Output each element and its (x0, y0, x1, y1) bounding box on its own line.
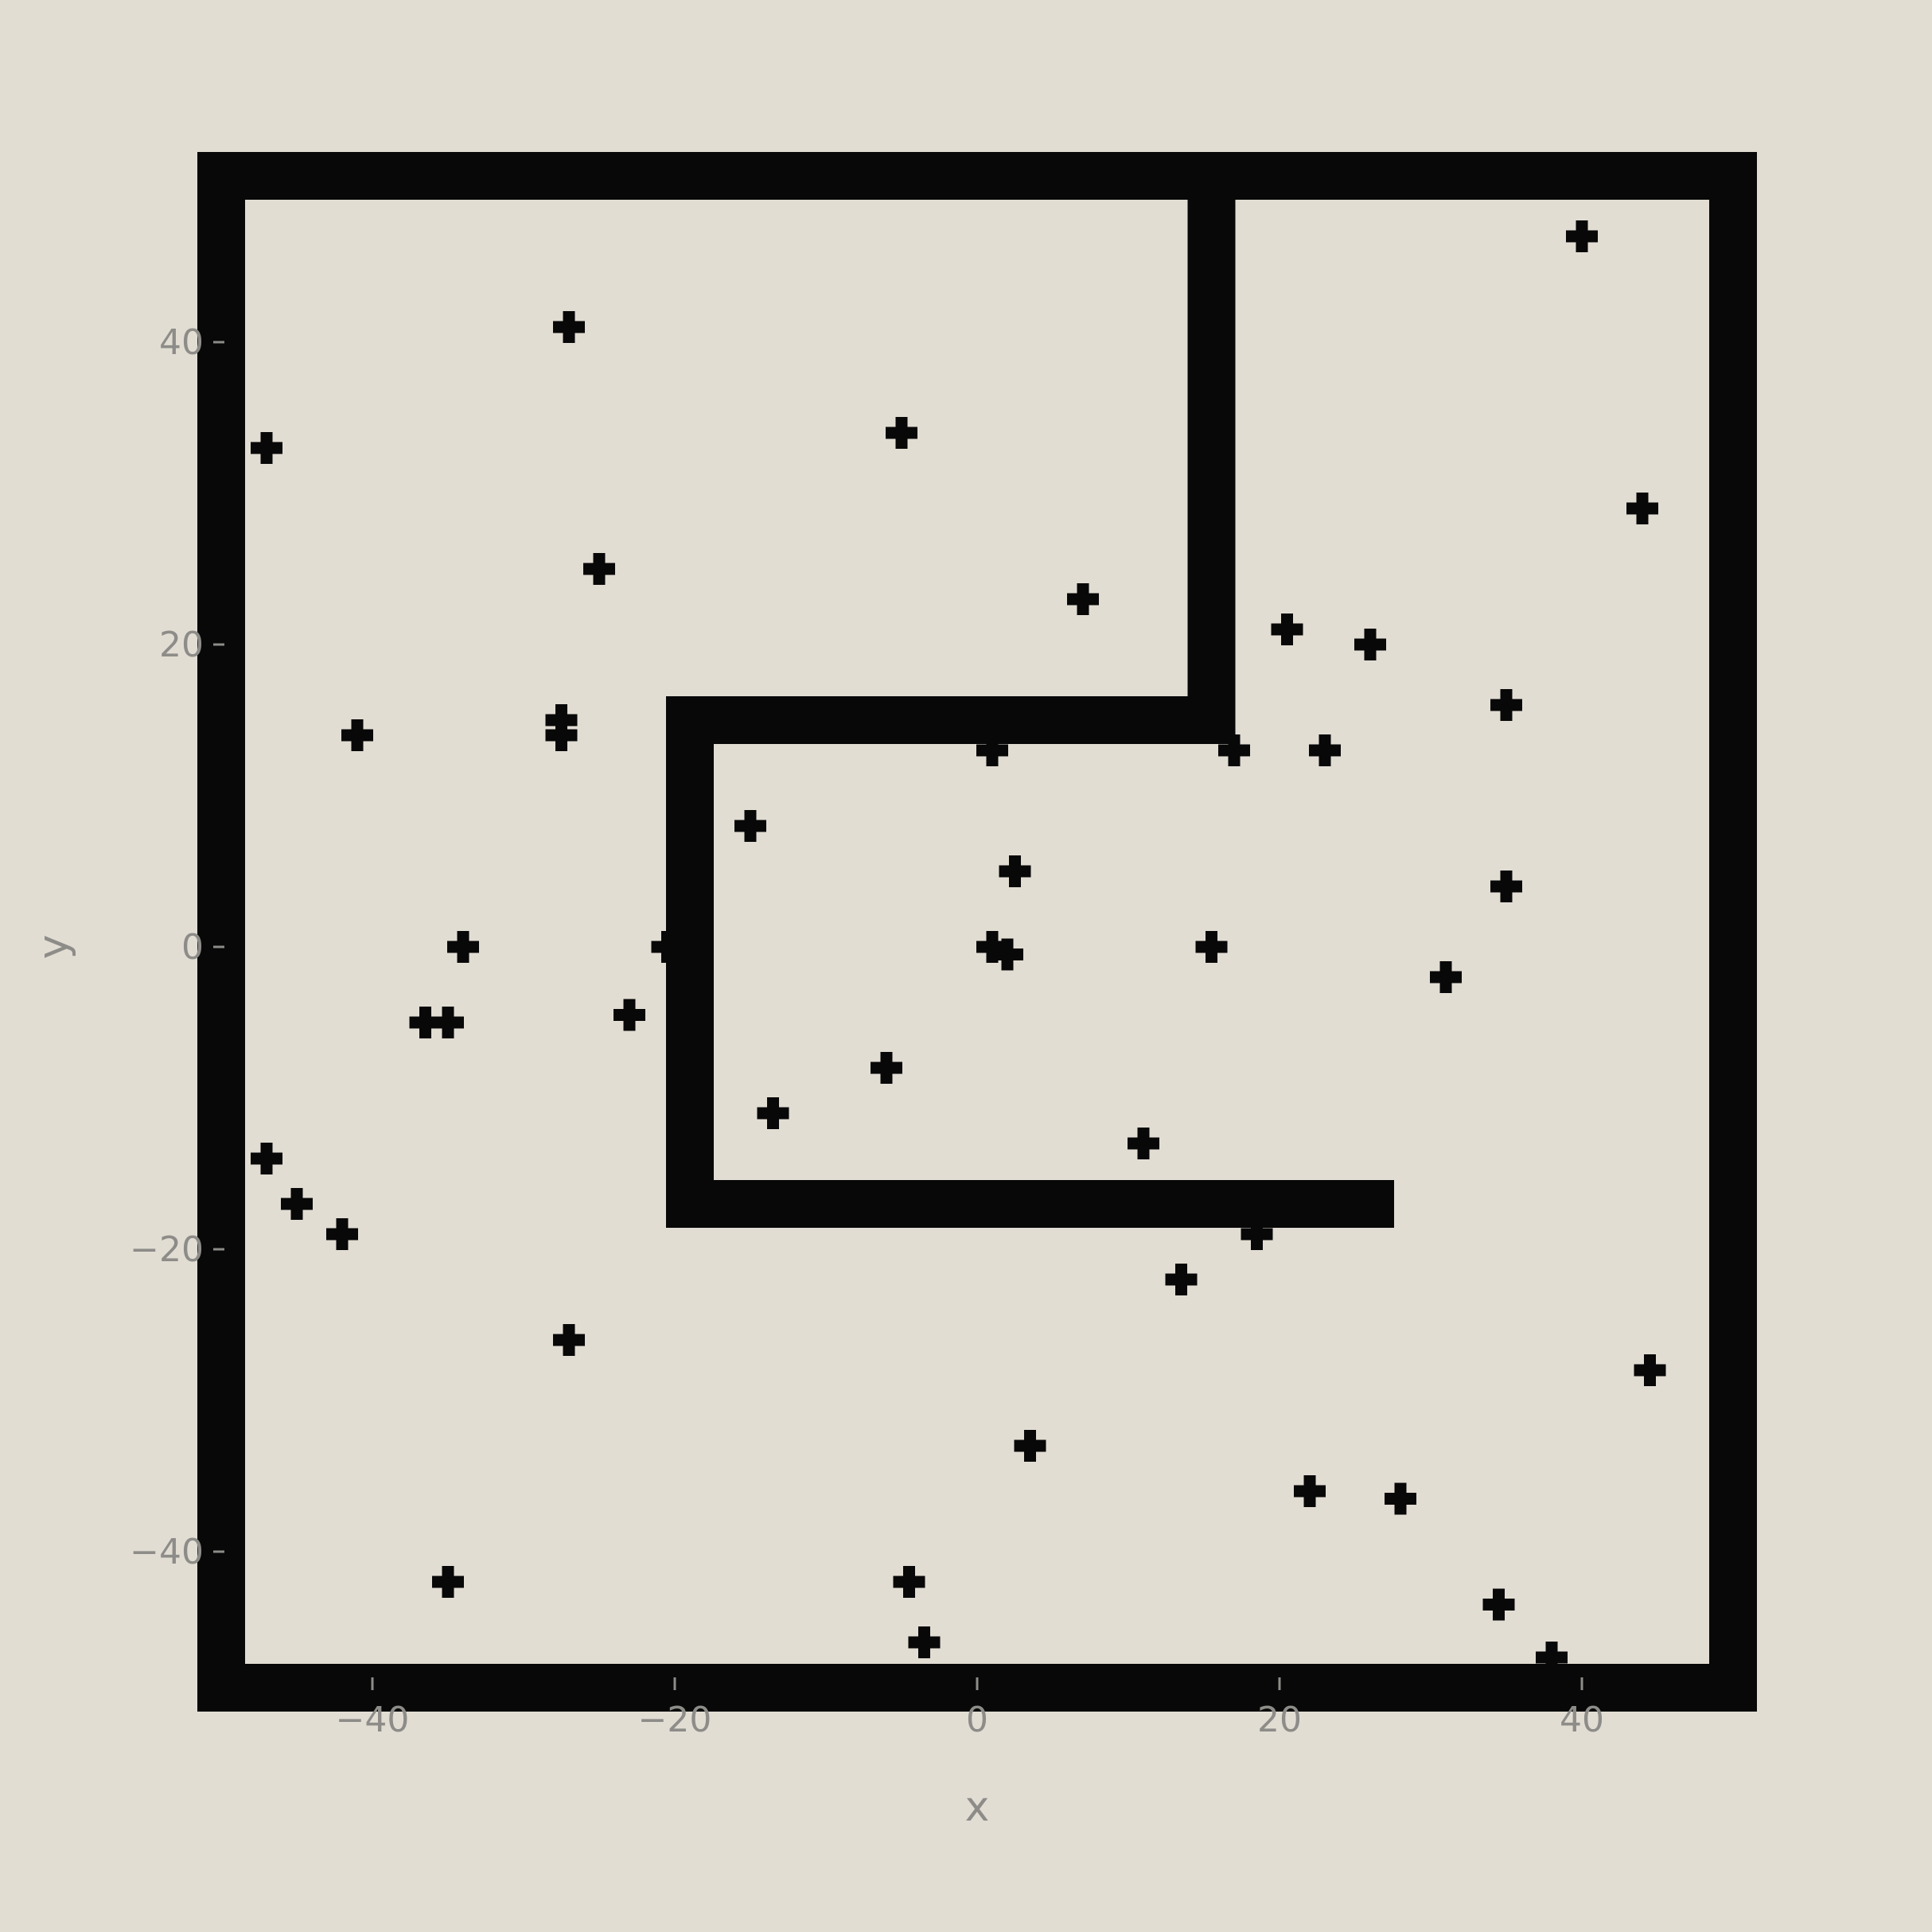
data-point (583, 553, 615, 585)
data-point (432, 1566, 464, 1598)
data-point (1385, 1482, 1416, 1515)
data-point (1195, 931, 1228, 963)
data-points (251, 220, 1666, 1673)
y-axis: −40 −20 0 20 40 (130, 322, 224, 1572)
data-point (341, 719, 373, 751)
data-point (545, 719, 578, 751)
data-point (1271, 613, 1303, 645)
data-point (908, 1626, 941, 1658)
data-point (553, 311, 585, 343)
data-point (447, 931, 479, 963)
data-point (1482, 1588, 1515, 1621)
outer-boundary-segment (197, 152, 245, 1712)
data-point (1014, 1430, 1046, 1462)
data-point (886, 417, 917, 449)
x-axis: −40 −20 0 20 40 (336, 1677, 1604, 1740)
data-point (1218, 734, 1250, 766)
x-axis-label: x (965, 1783, 990, 1831)
data-point (734, 810, 766, 842)
inner-wall-segment (666, 696, 1236, 744)
y-tick-label: 0 (181, 927, 204, 968)
data-point (1067, 583, 1099, 615)
data-point (1294, 1475, 1326, 1507)
y-tick-label: −20 (130, 1229, 204, 1270)
data-point (651, 931, 684, 963)
walls-layer (197, 152, 1757, 1712)
outer-boundary-segment (197, 152, 1757, 200)
data-point (1490, 871, 1522, 902)
inner-wall-segment (1187, 182, 1236, 744)
data-point (1626, 493, 1658, 524)
x-tick-label: −20 (638, 1700, 712, 1740)
data-point (757, 1097, 789, 1129)
y-tick-label: −40 (130, 1532, 204, 1572)
x-tick-label: 20 (1257, 1700, 1302, 1740)
data-point (1354, 629, 1386, 660)
inner-wall-segment (666, 1180, 1394, 1228)
x-tick-label: 0 (966, 1700, 988, 1740)
data-point (1309, 734, 1341, 766)
x-tick-label: 40 (1560, 1700, 1604, 1740)
y-axis-label: y (29, 935, 77, 960)
data-point (1634, 1354, 1666, 1386)
data-point (1241, 1218, 1273, 1250)
inner-wall-segment (666, 696, 714, 1228)
y-tick-label: 40 (159, 322, 204, 363)
data-point (1566, 220, 1598, 252)
data-point (251, 432, 282, 464)
data-point (991, 938, 1023, 971)
data-point (1430, 961, 1462, 993)
data-point (1165, 1264, 1198, 1295)
y-tick-label: 20 (159, 625, 204, 665)
data-point (1128, 1128, 1159, 1159)
data-point (893, 1566, 925, 1598)
data-point (251, 1143, 282, 1174)
data-point (1490, 689, 1522, 721)
data-point (1536, 1642, 1568, 1673)
data-point (326, 1218, 358, 1250)
x-tick-label: −40 (336, 1700, 410, 1740)
data-point (432, 1007, 464, 1038)
data-point (999, 855, 1031, 887)
data-point (281, 1188, 313, 1220)
data-point (553, 1324, 585, 1356)
data-point (871, 1052, 902, 1084)
outer-boundary-segment (1709, 152, 1757, 1712)
data-point (976, 734, 1008, 766)
data-point (613, 999, 645, 1031)
